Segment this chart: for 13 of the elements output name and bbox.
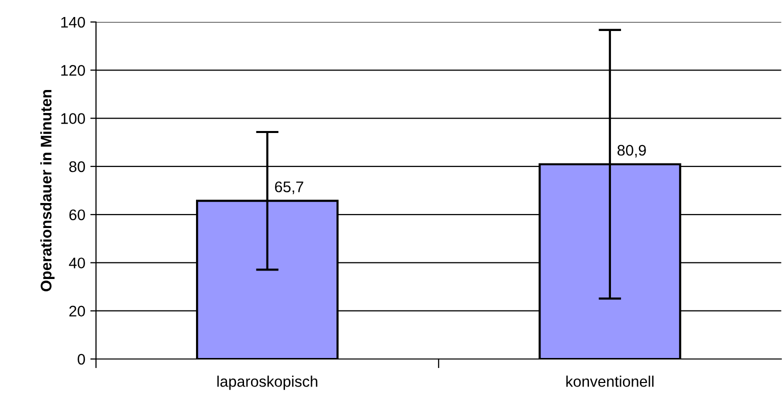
- y-tick-label: 80: [69, 161, 85, 172]
- y-tick-label: 0: [78, 354, 85, 365]
- x-tick-label: laparoskopisch: [217, 376, 318, 390]
- y-tick-label: 40: [68, 258, 85, 268]
- y-tick-label: 60: [69, 209, 85, 220]
- data-label: 80,9: [618, 144, 646, 158]
- y-tick-label: 20: [69, 306, 85, 317]
- y-tick-label: 120: [61, 65, 85, 76]
- x-tick-label: konventionell: [566, 376, 654, 387]
- data-label: 65,7: [275, 181, 304, 194]
- y-tick-label: 100: [61, 113, 85, 124]
- y-tick-label: 140: [61, 16, 85, 28]
- y-axis-title: Operationsdauer in Minuten: [40, 90, 55, 292]
